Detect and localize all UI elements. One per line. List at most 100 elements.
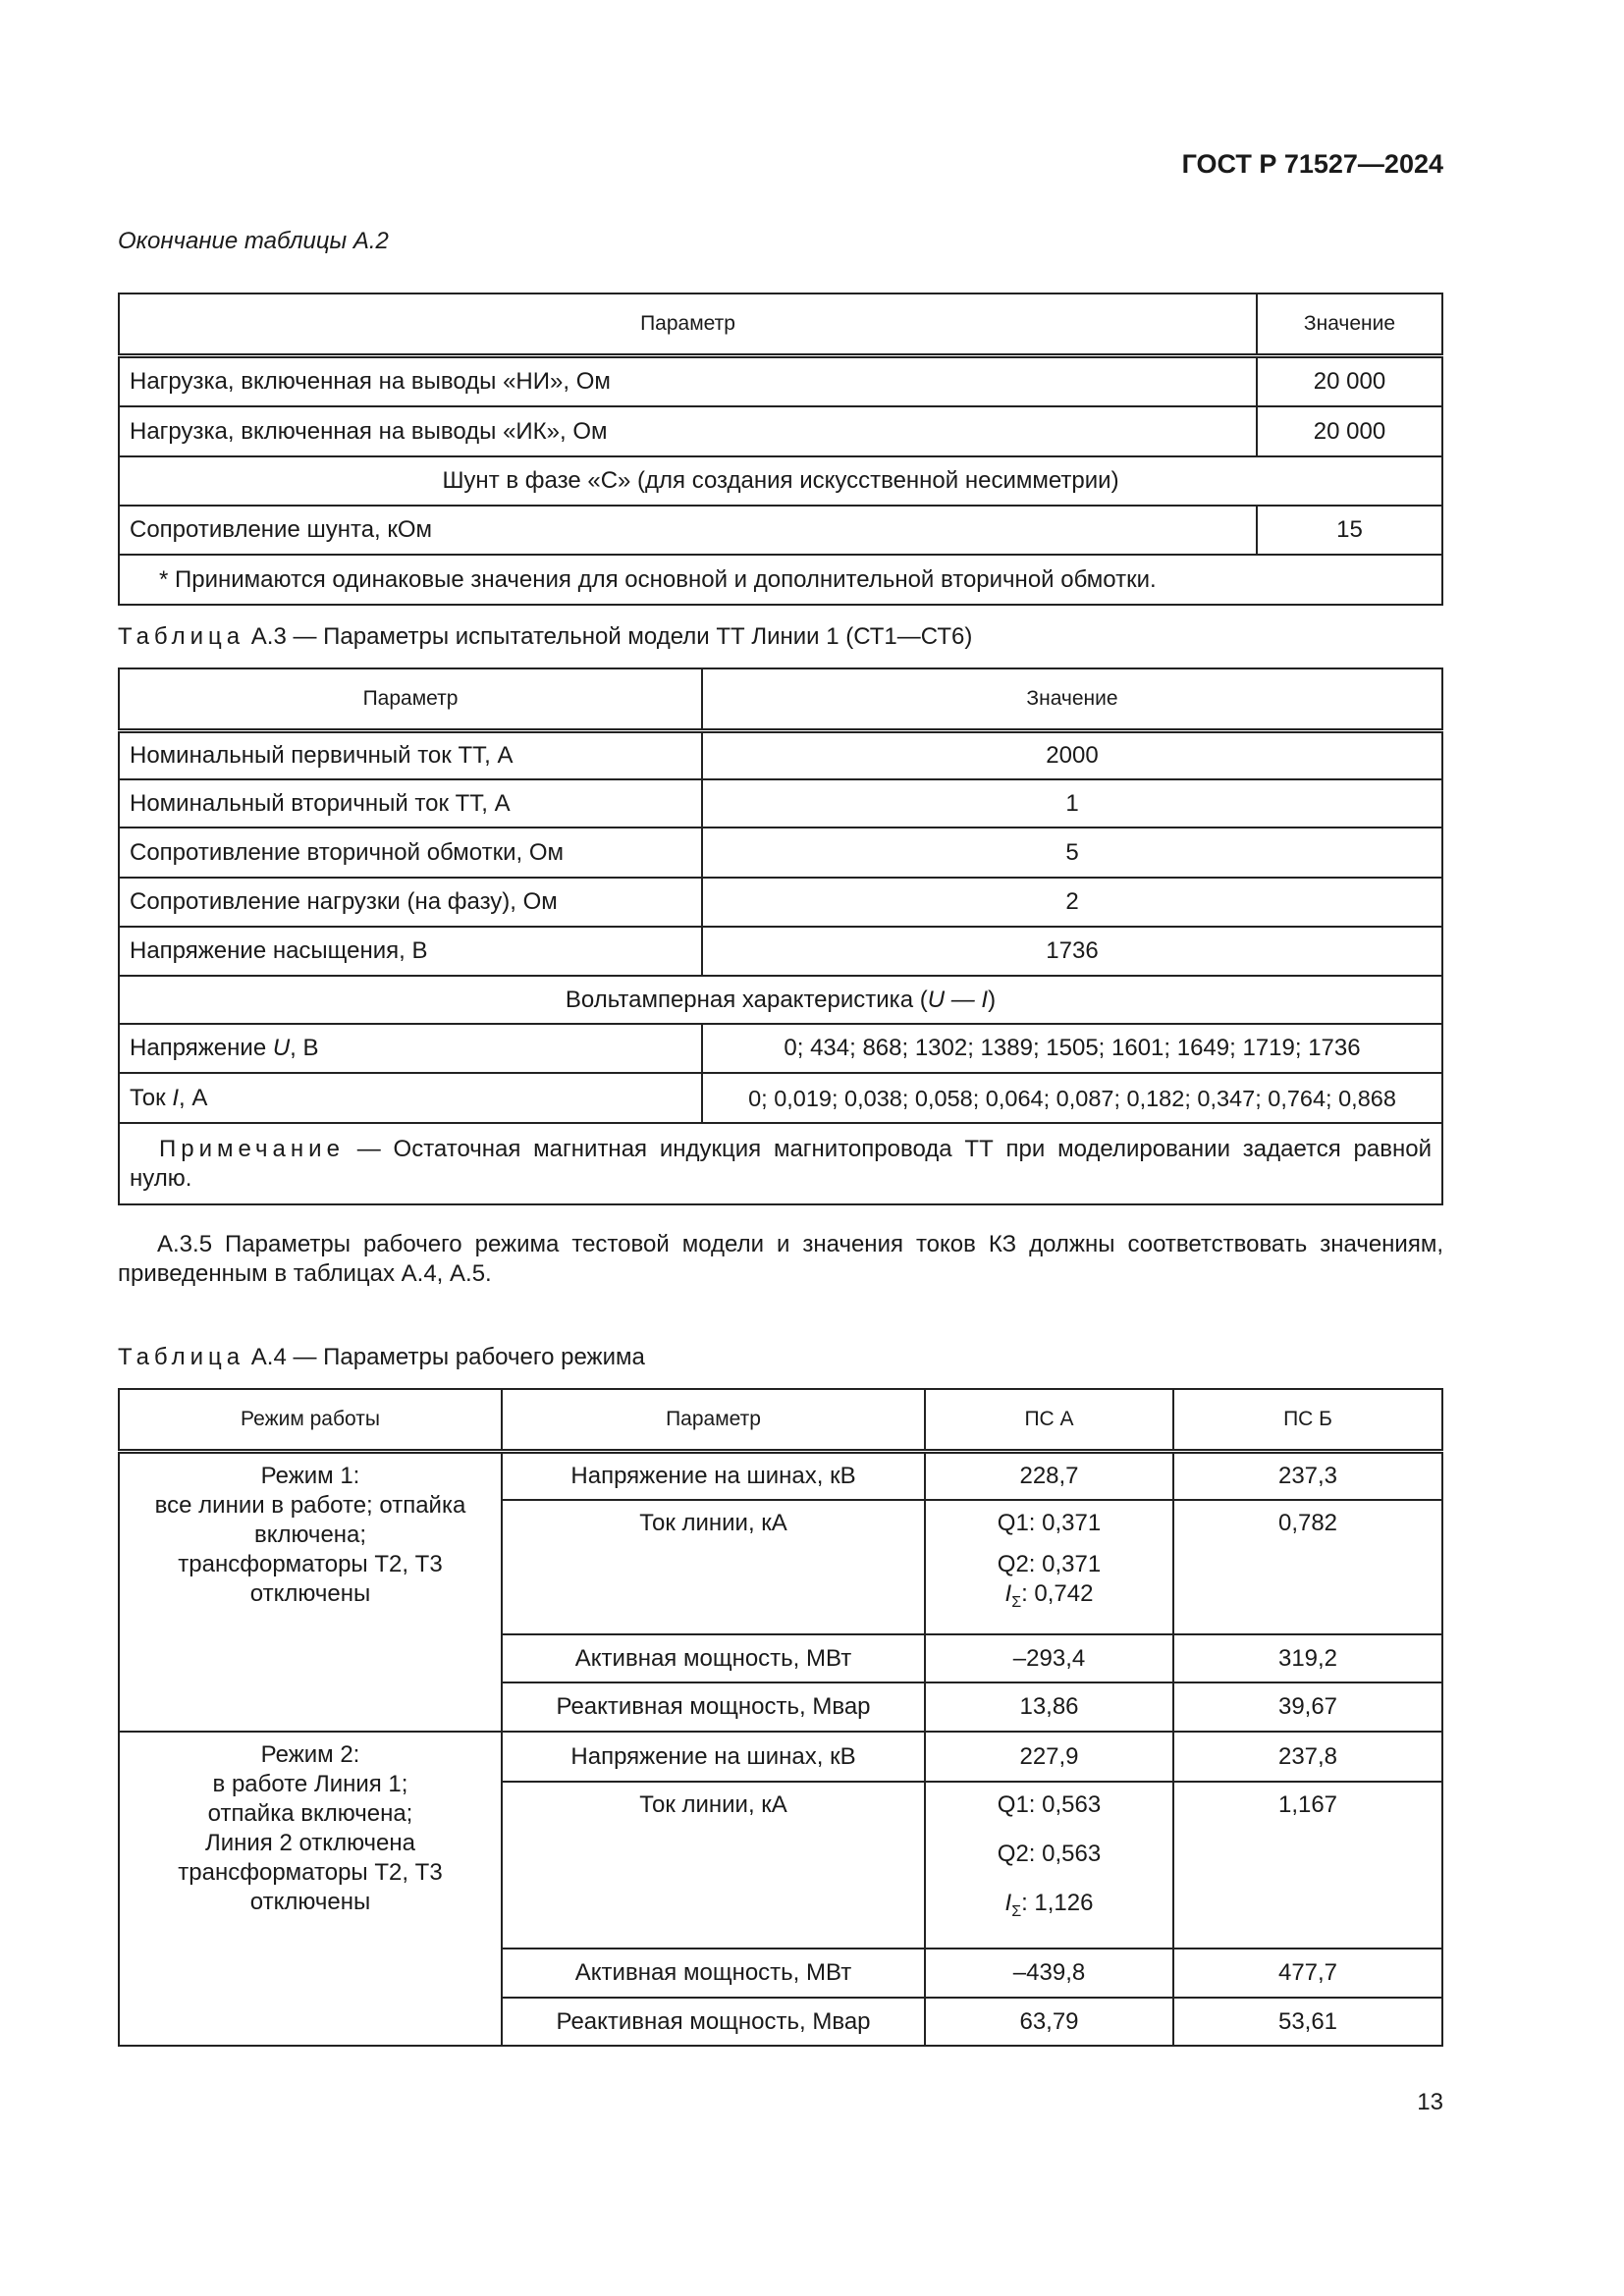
table-row: Сопротивление вторичной обмотки, Ом 5 — [118, 827, 1443, 879]
table-row: Режим 1: все линии в работе; отпайка вкл… — [118, 1450, 1443, 1733]
header-param: Параметр — [118, 667, 703, 733]
table-row: Активная мощность, МВт –439,8 477,7 — [119, 1948, 1443, 1999]
cell-ps-b: 53,61 — [1172, 1997, 1443, 2047]
table-row: Напряжение U, В 0; 434; 868; 1302; 1389; … — [118, 1023, 1443, 1074]
caption-text: А.4 — Параметры рабочего режима — [250, 1344, 645, 1370]
table-row: Реактивная мощность, Мвар 13,86 39,67 — [119, 1682, 1443, 1733]
sum-symbol: I — [1004, 1580, 1012, 1607]
cell-param: Сопротивление нагрузки (на фазу), Ом — [118, 877, 703, 928]
cell-param: Номинальный вторичный ток ТТ, А — [118, 778, 703, 828]
cell-param: Активная мощность, МВт — [501, 1633, 926, 1683]
cell-param: Напряжение на шинах, кВ — [501, 1731, 926, 1783]
cell-param: Сопротивление шунта, кОм — [118, 505, 1258, 556]
table-a2-caption: Окончание таблицы А.2 — [118, 228, 389, 254]
cell-value: 2000 — [701, 729, 1443, 780]
label-var: U — [272, 1035, 291, 1061]
label-unit: , В — [290, 1035, 319, 1061]
cell-param: Активная мощность, МВт — [501, 1948, 926, 1999]
cell-ps-b: 237,3 — [1172, 1450, 1443, 1501]
cell-ps-b: 319,2 — [1172, 1633, 1443, 1683]
cell-param: Ток I, А — [118, 1072, 703, 1124]
label: Напряжение — [130, 1035, 273, 1061]
label-unit: , А — [178, 1084, 208, 1111]
sum-value: : 1,126 — [1021, 1890, 1094, 1916]
header-ps-b: ПС Б — [1172, 1388, 1443, 1454]
section-text: Вольтамперная характеристика ( — [565, 986, 928, 1013]
cell-ps-a: 227,9 — [924, 1731, 1174, 1783]
cell-ps-b: 477,7 — [1172, 1948, 1443, 1999]
cell-param: Напряжение U, В — [118, 1023, 703, 1074]
cell-value: 2 — [701, 877, 1443, 928]
label-var: I — [172, 1084, 179, 1111]
document-id: ГОСТ Р 71527—2024 — [1181, 149, 1443, 179]
mode-2-cell: Режим 2: в работе Линия 1; отпайка включ… — [118, 1731, 503, 2047]
cell-param: Ток линии, кА — [501, 1499, 926, 1635]
cell-value: 15 — [1256, 505, 1443, 556]
cell-ps-a: 228,7 — [924, 1450, 1174, 1501]
cell-ps-a: Q1: 0,371 Q2: 0,371 IΣ: 0,742 — [924, 1499, 1174, 1635]
cell-param: Сопротивление вторичной обмотки, Ом — [118, 827, 703, 879]
cell-ps-b: 39,67 — [1172, 1682, 1443, 1733]
cell-ps-b: 0,782 — [1172, 1499, 1443, 1635]
sum-subscript: Σ — [1011, 1902, 1022, 1920]
table-row: Нагрузка, включенная на выводы «ИК», Ом 2… — [118, 405, 1443, 457]
cell-value: 20 000 — [1256, 354, 1443, 407]
table-a4-caption: Таблица А.4 — Параметры рабочего режима — [118, 1344, 645, 1371]
cell-ps-b: 1,167 — [1172, 1781, 1443, 1949]
cell-ps-a: –293,4 — [924, 1633, 1174, 1683]
cell-value: 0; 434; 868; 1302; 1389; 1505; 1601; 164… — [701, 1023, 1443, 1074]
cell-ps-b: 237,8 — [1172, 1731, 1443, 1783]
cell-value: 5 — [701, 827, 1443, 879]
q1-value: Q1: 0,563 — [997, 1791, 1102, 1818]
table-a2: Параметр Значение Нагрузка, включенная на… — [118, 293, 1443, 606]
cell-param: Реактивная мощность, Мвар — [501, 1997, 926, 2047]
caption-label: Таблица — [118, 1344, 245, 1370]
note-label: Примечание — [159, 1135, 345, 1162]
header-mode: Режим работы — [118, 1388, 503, 1454]
cell-value: 1 — [701, 778, 1443, 828]
paragraph-a35: А.3.5 Параметры рабочего режима тестовой… — [118, 1231, 1443, 1287]
cell-param: Нагрузка, включенная на выводы «НИ», Ом — [118, 354, 1258, 407]
q2-value: Q2: 0,563 — [997, 1841, 1102, 1867]
table-row: Ток линии, кА Q1: 0,371 Q2: 0,371 IΣ: 0,74… — [119, 1499, 1443, 1635]
cell-param: Ток линии, кА — [501, 1781, 926, 1949]
cell-ps-a: Q1: 0,563 Q2: 0,563 IΣ: 1,126 — [924, 1781, 1174, 1949]
table-row: Режим 2: в работе Линия 1; отпайка включ… — [118, 1731, 1443, 2047]
section-var: U — I — [927, 986, 989, 1013]
table-a3: Параметр Значение Номинальный первичный т… — [118, 667, 1443, 1205]
cell-param: Нагрузка, включенная на выводы «ИК», Ом — [118, 405, 1258, 457]
table-row: Активная мощность, МВт –293,4 319,2 — [119, 1633, 1443, 1683]
section-row: Вольтамперная характеристика (U — I) — [118, 975, 1443, 1025]
cell-param: Реактивная мощность, Мвар — [501, 1682, 926, 1733]
table-row: Сопротивление шунта, кОм 15 — [118, 505, 1443, 556]
section-text-end: ) — [988, 986, 997, 1013]
cell-ps-a: –439,8 — [924, 1948, 1174, 1999]
cell-param: Номинальный первичный ток ТТ, А — [118, 729, 703, 780]
header-param: Параметр — [118, 293, 1258, 358]
note: Примечание — Остаточная магнитная индукц… — [118, 1122, 1443, 1205]
table-row: Номинальный первичный ток ТТ, А 2000 — [118, 729, 1443, 780]
table-row: Сопротивление нагрузки (на фазу), Ом 2 — [118, 877, 1443, 928]
caption-text: А.3 — Параметры испытательной модели ТТ … — [250, 623, 973, 650]
footnote: * Принимаются одинаковые значения для ос… — [118, 554, 1443, 606]
table-a4: Режим работы Параметр ПС А ПС Б Режим 1: вс… — [118, 1388, 1443, 2047]
mode-1-cell: Режим 1: все линии в работе; отпайка вкл… — [118, 1450, 503, 1733]
table-row: Ток линии, кА Q1: 0,563 Q2: 0,563 IΣ: 1,12… — [119, 1781, 1443, 1949]
cell-param: Напряжение насыщения, В — [118, 926, 703, 977]
page-number: 13 — [1417, 2089, 1443, 2115]
q1-value: Q1: 0,371 — [997, 1510, 1102, 1536]
table-row: Реактивная мощность, Мвар 63,79 53,61 — [119, 1997, 1443, 2047]
header-param: Параметр — [501, 1388, 926, 1454]
sum-subscript: Σ — [1011, 1593, 1022, 1611]
cell-value: 0; 0,019; 0,038; 0,058; 0,064; 0,087; 0,… — [701, 1072, 1443, 1124]
cell-value: 20 000 — [1256, 405, 1443, 457]
table-row: Нагрузка, включенная на выводы «НИ», Ом 2… — [118, 354, 1443, 407]
header-ps-a: ПС А — [924, 1388, 1174, 1454]
label: Ток — [130, 1084, 173, 1111]
sum-value: : 0,742 — [1021, 1580, 1094, 1607]
note-text: — Остаточная магнитная индукция магнитоп… — [130, 1135, 1432, 1192]
header-value: Значение — [701, 667, 1443, 733]
sum-symbol: I — [1004, 1890, 1012, 1916]
cell-value: 1736 — [701, 926, 1443, 977]
